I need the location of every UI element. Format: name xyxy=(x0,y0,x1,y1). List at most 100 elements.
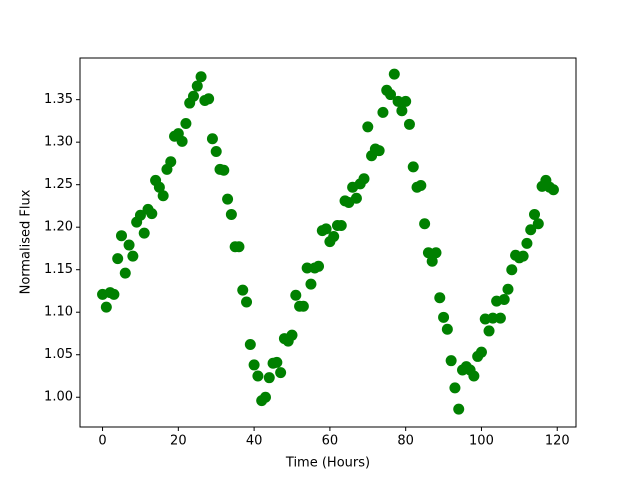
point xyxy=(305,278,317,290)
point xyxy=(377,106,389,118)
point xyxy=(187,90,199,102)
x-tick-label: 0 xyxy=(98,434,106,449)
point xyxy=(237,284,249,296)
point xyxy=(157,190,169,202)
point xyxy=(392,95,404,107)
point xyxy=(494,312,506,324)
point xyxy=(233,241,245,253)
point xyxy=(301,262,313,274)
y-tick-label: 1.05 xyxy=(44,347,73,362)
point xyxy=(244,339,256,351)
point xyxy=(248,359,260,371)
point xyxy=(241,296,253,308)
point xyxy=(146,208,158,220)
point xyxy=(441,323,453,335)
axes-frame xyxy=(79,57,577,428)
y-tick-label: 1.00 xyxy=(44,390,73,405)
y-tick-label: 1.15 xyxy=(44,262,73,277)
point xyxy=(123,239,135,251)
x-tick-label: 100 xyxy=(469,434,494,449)
point xyxy=(445,355,457,367)
point xyxy=(529,208,541,220)
point xyxy=(475,346,487,358)
point xyxy=(134,209,146,221)
point xyxy=(468,370,480,382)
point xyxy=(320,223,332,235)
point xyxy=(419,218,431,230)
point xyxy=(313,260,325,272)
y-tick-label: 1.20 xyxy=(44,220,73,235)
point xyxy=(271,356,283,368)
x-tick-label: 120 xyxy=(545,434,570,449)
point xyxy=(483,325,495,337)
point xyxy=(415,180,427,192)
point xyxy=(335,219,347,231)
point xyxy=(438,311,450,323)
point xyxy=(449,382,461,394)
point xyxy=(112,253,124,265)
point xyxy=(263,372,275,384)
point xyxy=(290,289,302,301)
point xyxy=(396,105,408,117)
point xyxy=(218,164,230,176)
point xyxy=(119,267,131,279)
point xyxy=(506,264,518,276)
point xyxy=(225,208,237,220)
point xyxy=(115,230,127,242)
point xyxy=(108,288,120,300)
point xyxy=(210,146,222,158)
point xyxy=(453,403,465,415)
point xyxy=(153,181,165,193)
x-axis-label: Time (Hours) xyxy=(285,456,370,471)
point xyxy=(502,283,514,295)
point xyxy=(430,247,442,259)
point xyxy=(127,250,139,262)
point xyxy=(388,68,400,80)
point xyxy=(434,292,446,304)
point xyxy=(400,95,412,107)
point xyxy=(426,255,438,267)
y-tick-label: 1.10 xyxy=(44,305,73,320)
point xyxy=(521,237,533,249)
y-tick-label: 1.30 xyxy=(44,135,73,150)
point xyxy=(532,218,544,230)
point xyxy=(403,118,415,130)
x-tick-label: 60 xyxy=(322,434,339,449)
x-tick-label: 20 xyxy=(170,434,187,449)
point xyxy=(222,193,234,205)
point xyxy=(487,312,499,324)
point xyxy=(195,71,207,83)
point xyxy=(259,391,271,403)
y-axis-label: Normalised Flux xyxy=(19,189,34,294)
x-tick-label: 80 xyxy=(397,434,414,449)
point xyxy=(373,145,385,157)
y-tick-label: 1.35 xyxy=(44,92,73,107)
point xyxy=(517,250,529,262)
point xyxy=(547,184,559,196)
point xyxy=(176,135,188,147)
point xyxy=(350,192,362,204)
point xyxy=(328,231,340,243)
point xyxy=(252,370,264,382)
point xyxy=(362,121,374,133)
point xyxy=(191,80,203,92)
point xyxy=(165,156,177,168)
point xyxy=(100,301,112,313)
point xyxy=(203,93,215,105)
point xyxy=(206,133,218,145)
point xyxy=(422,247,434,259)
point xyxy=(385,89,397,101)
point xyxy=(525,224,537,236)
point xyxy=(180,117,192,129)
point xyxy=(297,300,309,312)
y-tick-label: 1.25 xyxy=(44,177,73,192)
point xyxy=(407,161,419,173)
point xyxy=(498,293,510,305)
point xyxy=(358,173,370,185)
point xyxy=(275,367,287,379)
point xyxy=(286,329,298,341)
point xyxy=(138,227,150,239)
x-tick-label: 40 xyxy=(246,434,263,449)
